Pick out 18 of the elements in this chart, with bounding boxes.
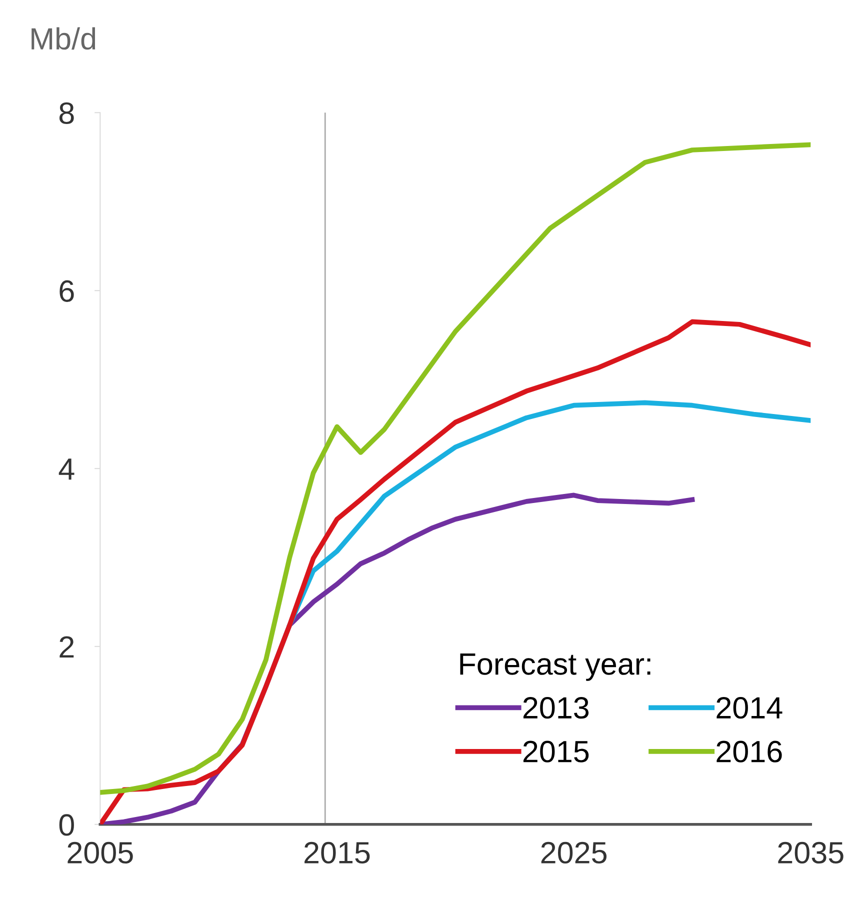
line-series bbox=[287, 400, 811, 628]
y-tick-label: 6 bbox=[60, 280, 74, 302]
y-tick-label: 8 bbox=[59, 102, 74, 124]
x-tick-label: 2035 bbox=[778, 842, 844, 864]
legend-label: 2013 bbox=[523, 697, 589, 719]
legend-label: 2015 bbox=[523, 740, 589, 762]
y-tick-label: 2 bbox=[60, 636, 74, 658]
x-tick-label: 2025 bbox=[541, 842, 607, 864]
line-series bbox=[100, 142, 811, 795]
legend-label: 2014 bbox=[716, 697, 782, 719]
y-tick-label: 4 bbox=[58, 458, 74, 480]
x-tick-label: 2015 bbox=[304, 842, 370, 864]
y-tick-label: 0 bbox=[59, 814, 74, 836]
x-tick-label: 2005 bbox=[68, 842, 133, 864]
legend-label: 2016 bbox=[716, 740, 782, 762]
y-axis-title: Mb/d bbox=[32, 27, 96, 50]
line-series bbox=[100, 319, 811, 824]
legend-title: Forecast year: bbox=[460, 654, 650, 681]
